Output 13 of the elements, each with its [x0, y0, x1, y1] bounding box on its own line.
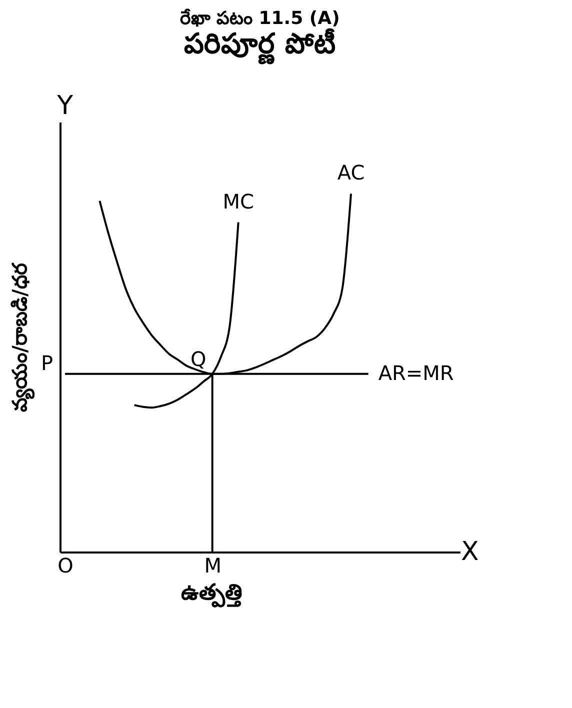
chart-title: రేఖా పటం 11.5 (A) — [180, 8, 340, 29]
annotation: Q — [190, 346, 206, 371]
chart-subtitle: పరిపూర్ణ పోటీ — [184, 27, 336, 65]
series-label: AC — [337, 160, 365, 185]
y-axis-title: వ్యయం/రాబడి/ధర — [8, 262, 36, 412]
series-label: MC — [222, 189, 254, 214]
series-label: AR=MR — [378, 360, 454, 385]
text: P — [40, 350, 53, 375]
x-tick-label: O — [58, 554, 74, 578]
x-tick-label: M — [204, 554, 222, 578]
x-axis-title: ఉత్పత్తి — [181, 580, 242, 608]
text: Y — [56, 91, 74, 121]
text: X — [461, 537, 479, 567]
